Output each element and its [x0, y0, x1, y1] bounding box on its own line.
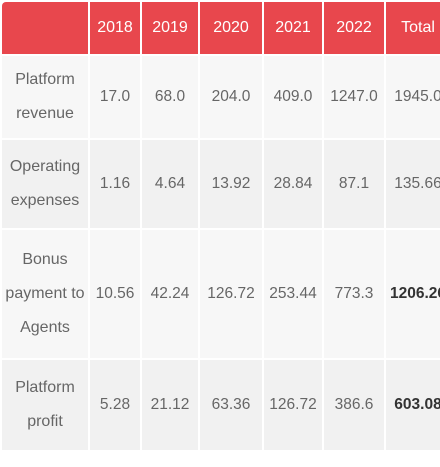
table-cell: 409.0 [264, 56, 322, 138]
table-cell: 4.64 [142, 140, 198, 228]
table-cell: 21.12 [142, 360, 198, 450]
table-cell: 253.44 [264, 230, 322, 358]
row-label: Platform profit [2, 360, 88, 450]
table-cell: 17.0 [90, 56, 140, 138]
row-label: Bonus payment to Agents [2, 230, 88, 358]
header-corner [2, 2, 88, 54]
table-row-platform-revenue: Platform revenue 17.0 68.0 204.0 409.0 1… [2, 56, 440, 138]
table-row-bonus-payment: Bonus payment to Agents 10.56 42.24 126.… [2, 230, 440, 358]
table-cell: 13.92 [200, 140, 262, 228]
header-year-2019: 2019 [142, 2, 198, 54]
header-row: 2018 2019 2020 2021 2022 Total [2, 2, 440, 54]
table-cell: 1.16 [90, 140, 140, 228]
total-cell: 1945.0 [386, 56, 440, 138]
table-row-operating-expenses: Operating expenses 1.16 4.64 13.92 28.84… [2, 140, 440, 228]
table-cell: 126.72 [200, 230, 262, 358]
table-cell: 10.56 [90, 230, 140, 358]
table-cell: 773.3 [324, 230, 384, 358]
table-cell: 42.24 [142, 230, 198, 358]
table-cell: 87.1 [324, 140, 384, 228]
row-label: Platform revenue [2, 56, 88, 138]
table-cell: 386.6 [324, 360, 384, 450]
header-year-2022: 2022 [324, 2, 384, 54]
table-cell: 126.72 [264, 360, 322, 450]
total-cell: 603.08 [386, 360, 440, 450]
financial-table: 2018 2019 2020 2021 2022 Total Platform … [2, 2, 440, 450]
header-total: Total [386, 2, 440, 54]
table-cell: 5.28 [90, 360, 140, 450]
header-year-2020: 2020 [200, 2, 262, 54]
total-cell: 1206.26 [386, 230, 440, 358]
table-cell: 68.0 [142, 56, 198, 138]
table-cell: 1247.0 [324, 56, 384, 138]
total-cell: 135.66 [386, 140, 440, 228]
header-year-2018: 2018 [90, 2, 140, 54]
table-cell: 204.0 [200, 56, 262, 138]
table-cell: 28.84 [264, 140, 322, 228]
table-row-platform-profit: Platform profit 5.28 21.12 63.36 126.72 … [2, 360, 440, 450]
header-year-2021: 2021 [264, 2, 322, 54]
table-cell: 63.36 [200, 360, 262, 450]
row-label: Operating expenses [2, 140, 88, 228]
